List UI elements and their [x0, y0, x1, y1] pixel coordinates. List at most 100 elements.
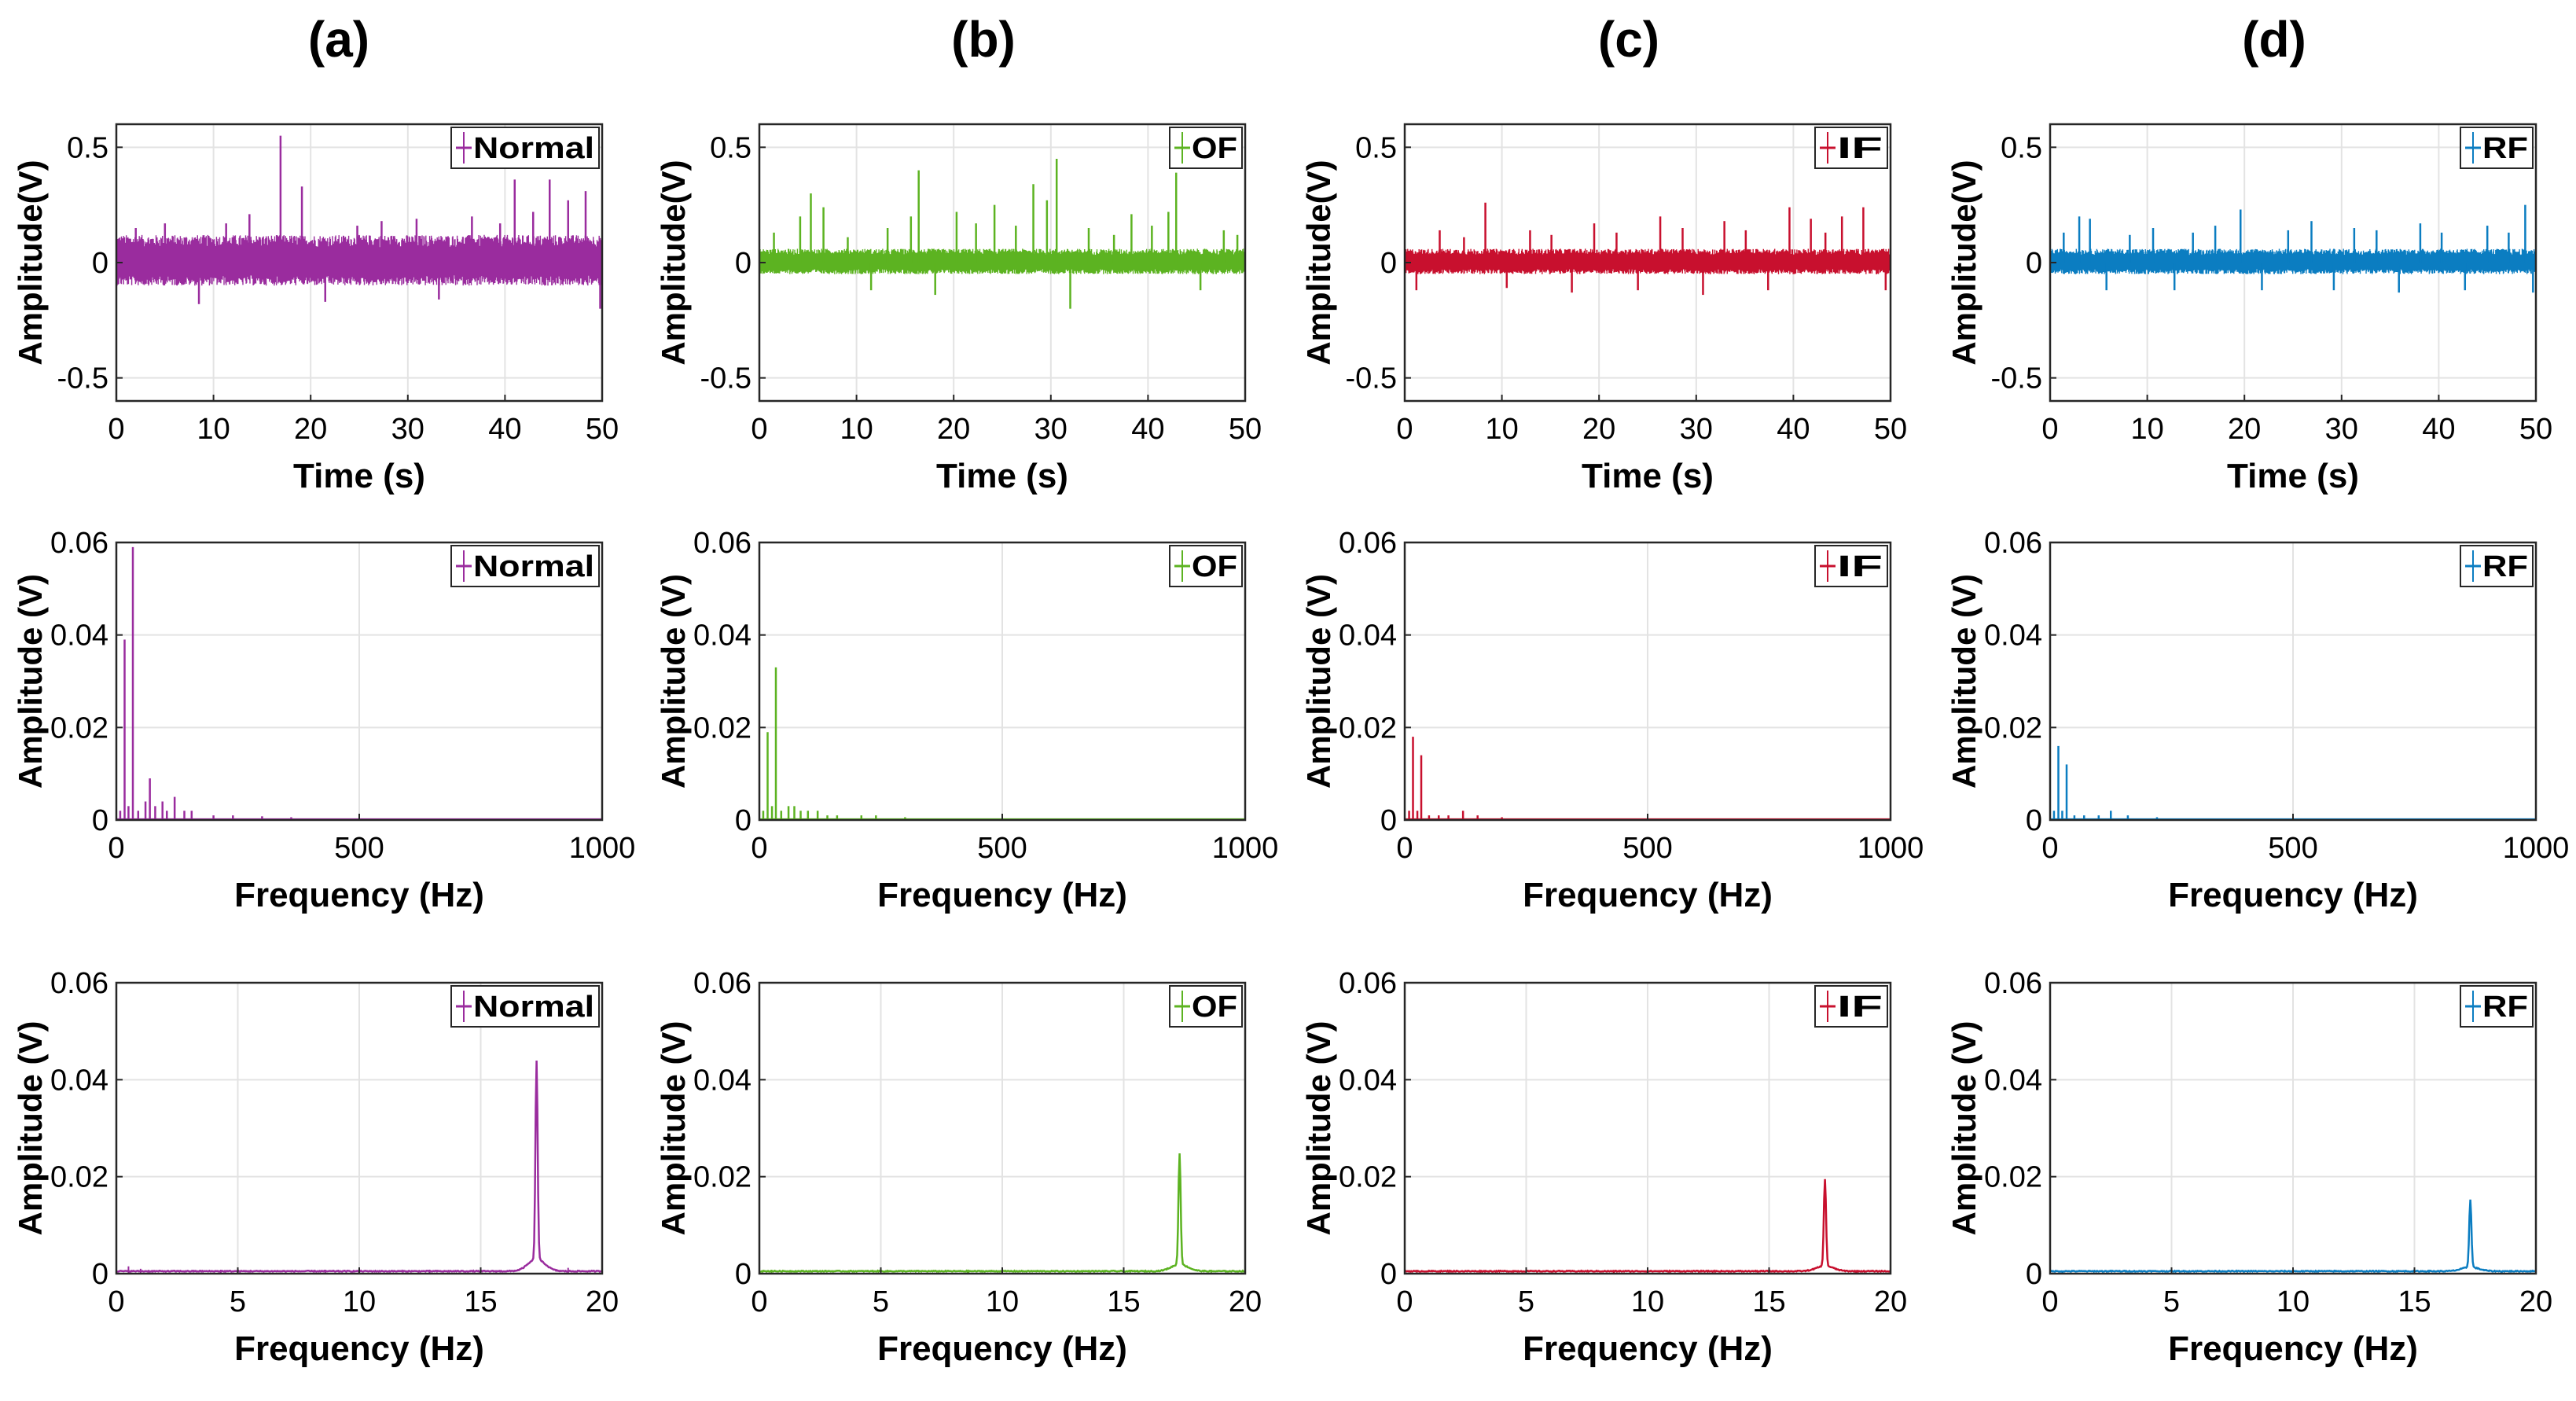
x-tick-label: 0	[1396, 413, 1413, 446]
x-axis-label: Frequency (Hz)	[234, 876, 484, 914]
y-axis-label: Amplitude(V)	[12, 160, 49, 365]
y-axis-label: Amplitude (V)	[12, 1021, 49, 1236]
y-tick-label: 0	[735, 804, 751, 837]
y-tick-label: -0.5	[57, 362, 108, 395]
x-tick-label: 20	[937, 413, 970, 446]
x-tick-label: 30	[1034, 413, 1068, 446]
x-tick-label: 1000	[2503, 832, 2570, 865]
x-tick-label: 20	[2519, 1285, 2552, 1318]
x-tick-label: 40	[2422, 413, 2455, 446]
x-axis-label: Time (s)	[1582, 457, 1714, 495]
x-tick-label: 0	[751, 1285, 767, 1318]
x-axis-label: Frequency (Hz)	[1523, 876, 1773, 914]
x-tick-label: 20	[2228, 413, 2261, 446]
x-tick-label: 10	[197, 413, 230, 446]
y-tick-label: 0	[1380, 1258, 1397, 1291]
y-tick-label: 0.02	[1339, 712, 1397, 745]
y-tick-label: 0.5	[2001, 131, 2042, 164]
signal-band	[2049, 248, 2537, 274]
y-tick-label: 0	[92, 1258, 108, 1291]
y-tick-label: 0.04	[1339, 620, 1397, 653]
x-axis-label: Frequency (Hz)	[877, 876, 1127, 914]
y-tick-label: 0	[1380, 247, 1397, 280]
legend: OF	[1169, 545, 1243, 587]
legend-label: IF	[1837, 132, 1883, 165]
chart-c-fft: 0 500 1000 0 0.02 0.04 0.06 Frequency (Hz) Ampli…	[1300, 527, 1924, 914]
chart-a-zoom: 0 5 10 15 20 0 0.02 0.04 0.06 Frequency (Hz) Ampli…	[12, 967, 619, 1368]
legend-box	[450, 127, 600, 169]
legend: IF	[1814, 127, 1888, 169]
y-tick-label: 0.06	[693, 527, 751, 560]
x-axis-label: Frequency (Hz)	[877, 1329, 1127, 1368]
y-tick-label: 0	[735, 247, 751, 280]
y-tick-label: 0.06	[1339, 967, 1397, 1000]
legend-label: RF	[2482, 550, 2528, 583]
x-tick-label: 0	[108, 413, 124, 446]
x-tick-label: 20	[586, 1285, 619, 1318]
legend-label: OF	[1192, 132, 1237, 165]
y-tick-label: 0.04	[1339, 1064, 1397, 1097]
y-tick-label: 0.02	[50, 1161, 108, 1194]
y-tick-label: -0.5	[1346, 362, 1397, 395]
chart-c-time: 0 10 20 30 40 50 -0.5 0 0.5 Time (s) Amplitude(V) I…	[1300, 123, 1907, 495]
x-axis-label: Frequency (Hz)	[1523, 1329, 1773, 1368]
x-axis-label: Time (s)	[936, 457, 1068, 495]
legend: RF	[2460, 985, 2534, 1028]
legend-label: OF	[1192, 550, 1237, 583]
x-tick-label: 40	[1131, 413, 1164, 446]
y-tick-label: 0.02	[1984, 1161, 2042, 1194]
x-tick-label: 10	[1631, 1285, 1664, 1318]
y-tick-label: 0.5	[710, 131, 751, 164]
legend-label: Normal	[473, 132, 594, 165]
legend-box	[450, 545, 600, 587]
x-tick-label: 500	[977, 832, 1027, 865]
panel-label-d: (d)	[2242, 11, 2306, 68]
x-tick-label: 30	[1680, 413, 1713, 446]
series-OF	[759, 159, 1246, 309]
x-tick-label: 10	[840, 413, 873, 446]
y-tick-label: 0.02	[693, 1161, 751, 1194]
y-tick-label: 0.06	[1339, 527, 1397, 560]
y-axis-label: Amplitude(V)	[1300, 160, 1337, 365]
legend: IF	[1814, 985, 1888, 1028]
legend: RF	[2460, 545, 2534, 587]
y-tick-label: 0	[2026, 1258, 2042, 1291]
y-tick-label: 0.04	[50, 1064, 108, 1097]
x-tick-label: 0	[751, 832, 767, 865]
x-tick-label: 0	[1396, 832, 1413, 865]
legend-box	[450, 985, 600, 1028]
chart-a-fft: 0 500 1000 0 0.02 0.04 0.06 Frequency (Hz) Ampli…	[12, 527, 635, 914]
x-tick-label: 500	[1622, 832, 1672, 865]
x-tick-label: 10	[2277, 1285, 2310, 1318]
legend-label: IF	[1837, 991, 1883, 1024]
x-tick-label: 0	[108, 832, 124, 865]
y-tick-label: 0.06	[1984, 967, 2042, 1000]
x-tick-label: 1000	[569, 832, 636, 865]
y-axis-label: Amplitude(V)	[1946, 160, 1983, 365]
series-RF	[2049, 204, 2537, 293]
x-tick-label: 500	[2268, 832, 2317, 865]
legend: OF	[1169, 127, 1243, 169]
y-tick-label: 0.06	[50, 967, 108, 1000]
x-tick-label: 5	[873, 1285, 889, 1318]
legend-label: RF	[2482, 991, 2528, 1024]
signal-band	[1404, 248, 1891, 274]
x-tick-label: 1000	[1212, 832, 1279, 865]
y-tick-label: 0	[1380, 804, 1397, 837]
y-axis-label: Amplitude (V)	[1300, 1021, 1337, 1236]
y-tick-label: 0.04	[50, 620, 108, 653]
x-tick-label: 10	[2130, 413, 2163, 446]
x-tick-label: 10	[986, 1285, 1019, 1318]
y-tick-label: 0.02	[693, 712, 751, 745]
x-axis-label: Frequency (Hz)	[2168, 1329, 2418, 1368]
chart-d-zoom: 0 5 10 15 20 0 0.02 0.04 0.06 Frequency (Hz) Ampli…	[1946, 967, 2552, 1368]
y-tick-label: -0.5	[700, 362, 751, 395]
legend-label: OF	[1192, 991, 1237, 1024]
signal-band	[116, 234, 603, 286]
x-tick-label: 20	[294, 413, 327, 446]
x-tick-label: 50	[1229, 413, 1262, 446]
x-tick-label: 50	[1874, 413, 1907, 446]
y-tick-label: 0	[2026, 804, 2042, 837]
